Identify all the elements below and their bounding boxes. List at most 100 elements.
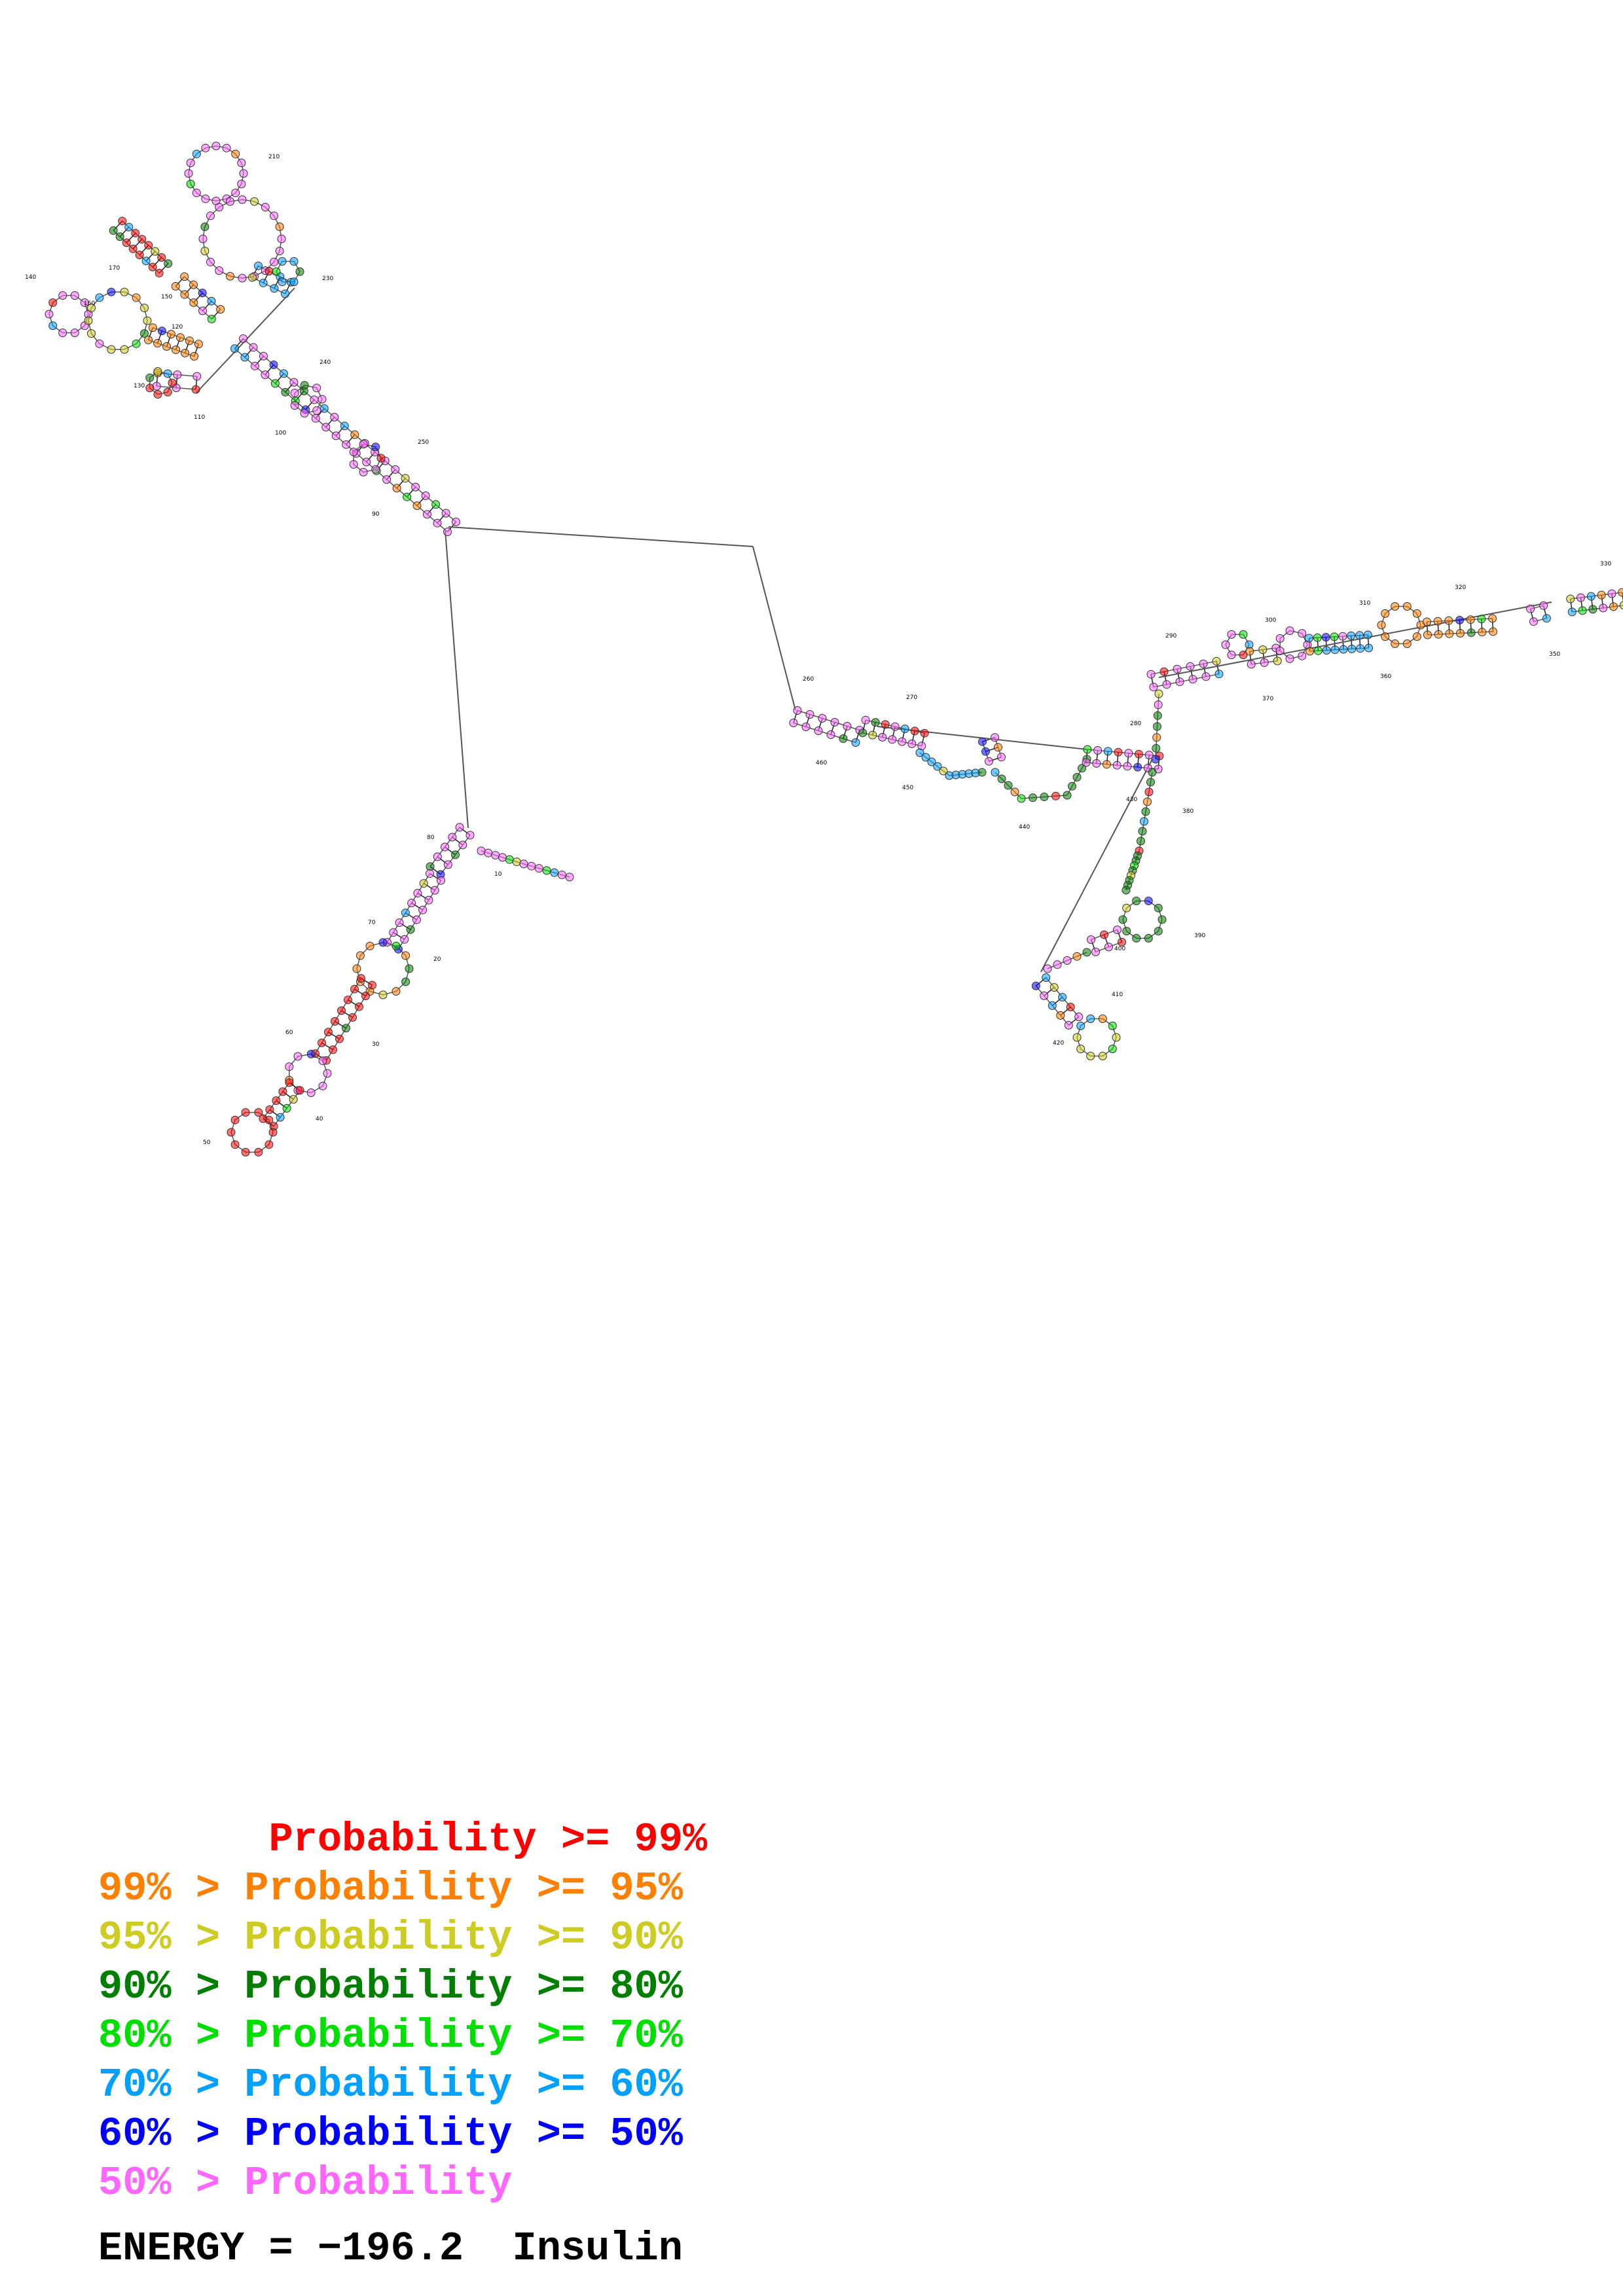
nucleotide (230, 1140, 240, 1149)
nucleotide (1456, 629, 1465, 637)
nucleotide (1137, 836, 1145, 846)
nucleotide (359, 440, 368, 449)
nucleotide (306, 1050, 316, 1058)
nucleotide (1599, 603, 1608, 613)
nucleotide (412, 915, 421, 924)
nucleotide (871, 718, 880, 727)
nucleotide (1114, 747, 1123, 757)
nucleotide (163, 369, 172, 378)
nucleotide (920, 728, 929, 738)
nucleotide (207, 314, 216, 323)
nucleotide (1152, 733, 1161, 742)
nucleotide (312, 406, 321, 415)
nucleotide (70, 329, 79, 337)
nucleotide (1173, 664, 1182, 673)
nucleotide (276, 1113, 285, 1122)
nucleotide (939, 766, 948, 776)
nucleotide (1153, 722, 1161, 731)
nucleotide (888, 735, 897, 744)
nucleotide (145, 373, 155, 382)
nucleotide (443, 528, 452, 537)
nucleotide (261, 203, 270, 211)
nucleotide (290, 401, 299, 410)
nucleotide (1144, 787, 1154, 797)
nucleotide (1076, 1021, 1085, 1030)
nucleotide (1478, 628, 1487, 637)
nucleotide (285, 1062, 294, 1071)
nucleotide (1321, 633, 1330, 642)
nucleotide (281, 289, 289, 298)
nucleotide (805, 710, 814, 719)
nucleotide (206, 211, 215, 221)
nucleotide (1072, 952, 1082, 961)
nucleotide (1275, 647, 1285, 655)
nucleotide (1063, 791, 1072, 800)
nucleotide (289, 278, 299, 287)
nucleotide (1029, 793, 1037, 802)
nucleotide (1051, 791, 1060, 800)
nucleotide (157, 327, 166, 336)
position-label: 20 (433, 956, 441, 963)
nucleotide (1313, 646, 1322, 655)
nucleotide (128, 244, 137, 253)
nucleotide (1489, 627, 1497, 636)
nucleotide (557, 870, 566, 880)
nucleotide (185, 336, 194, 346)
nucleotide (1330, 645, 1340, 655)
nucleotide (1247, 660, 1256, 669)
nucleotide (1227, 630, 1236, 639)
nucleotide (279, 369, 288, 378)
position-label: 440 (1019, 824, 1030, 831)
nucleotide (1140, 817, 1148, 826)
nucleotide (542, 866, 551, 875)
nucleotide (1104, 942, 1113, 952)
nucleotide (1586, 592, 1596, 601)
nucleotide (1567, 607, 1577, 617)
nucleotide (290, 389, 299, 397)
nucleotide (153, 367, 162, 376)
position-label: 210 (268, 154, 280, 160)
nucleotide (198, 306, 207, 315)
nucleotide (1330, 632, 1339, 641)
nucleotide (412, 501, 422, 511)
nucleotide (157, 253, 166, 262)
nucleotide (272, 1096, 281, 1105)
nucleotide (994, 743, 1002, 752)
nucleotide (155, 268, 164, 278)
nucleotide (1138, 827, 1147, 836)
nucleotide (1010, 787, 1019, 797)
nucleotide (1275, 634, 1285, 643)
position-label: 170 (109, 265, 120, 272)
nucleotide (1143, 797, 1152, 806)
nucleotide (1091, 947, 1100, 956)
nucleotide (933, 762, 942, 771)
nucleotide (238, 195, 247, 204)
nucleotide (310, 395, 319, 404)
nucleotide (275, 247, 284, 255)
nucleotide (289, 1095, 298, 1104)
nucleotide (261, 370, 270, 380)
nucleotide (997, 774, 1006, 783)
nucleotide (215, 266, 224, 275)
nucleotide (171, 281, 180, 291)
nucleotide (265, 1105, 274, 1114)
nucleotide (143, 316, 152, 325)
nucleotide (270, 284, 279, 293)
nucleotide (395, 918, 404, 927)
nucleotide (80, 298, 89, 307)
nucleotide (201, 143, 210, 152)
nucleotide (356, 951, 365, 960)
nucleotide (135, 251, 144, 259)
nucleotide (151, 247, 160, 256)
position-label: 10 (494, 871, 502, 878)
legend-item: 50% > Probability (98, 2160, 513, 2206)
nucleotide (241, 1147, 250, 1157)
nucleotide (1144, 934, 1153, 942)
nucleotide (407, 899, 416, 908)
nucleotide (1347, 644, 1357, 653)
nucleotide (357, 974, 365, 983)
nucleotide (278, 1087, 287, 1096)
position-label: 330 (1600, 561, 1611, 567)
position-label: 150 (161, 294, 172, 300)
nucleotide (1597, 590, 1606, 600)
